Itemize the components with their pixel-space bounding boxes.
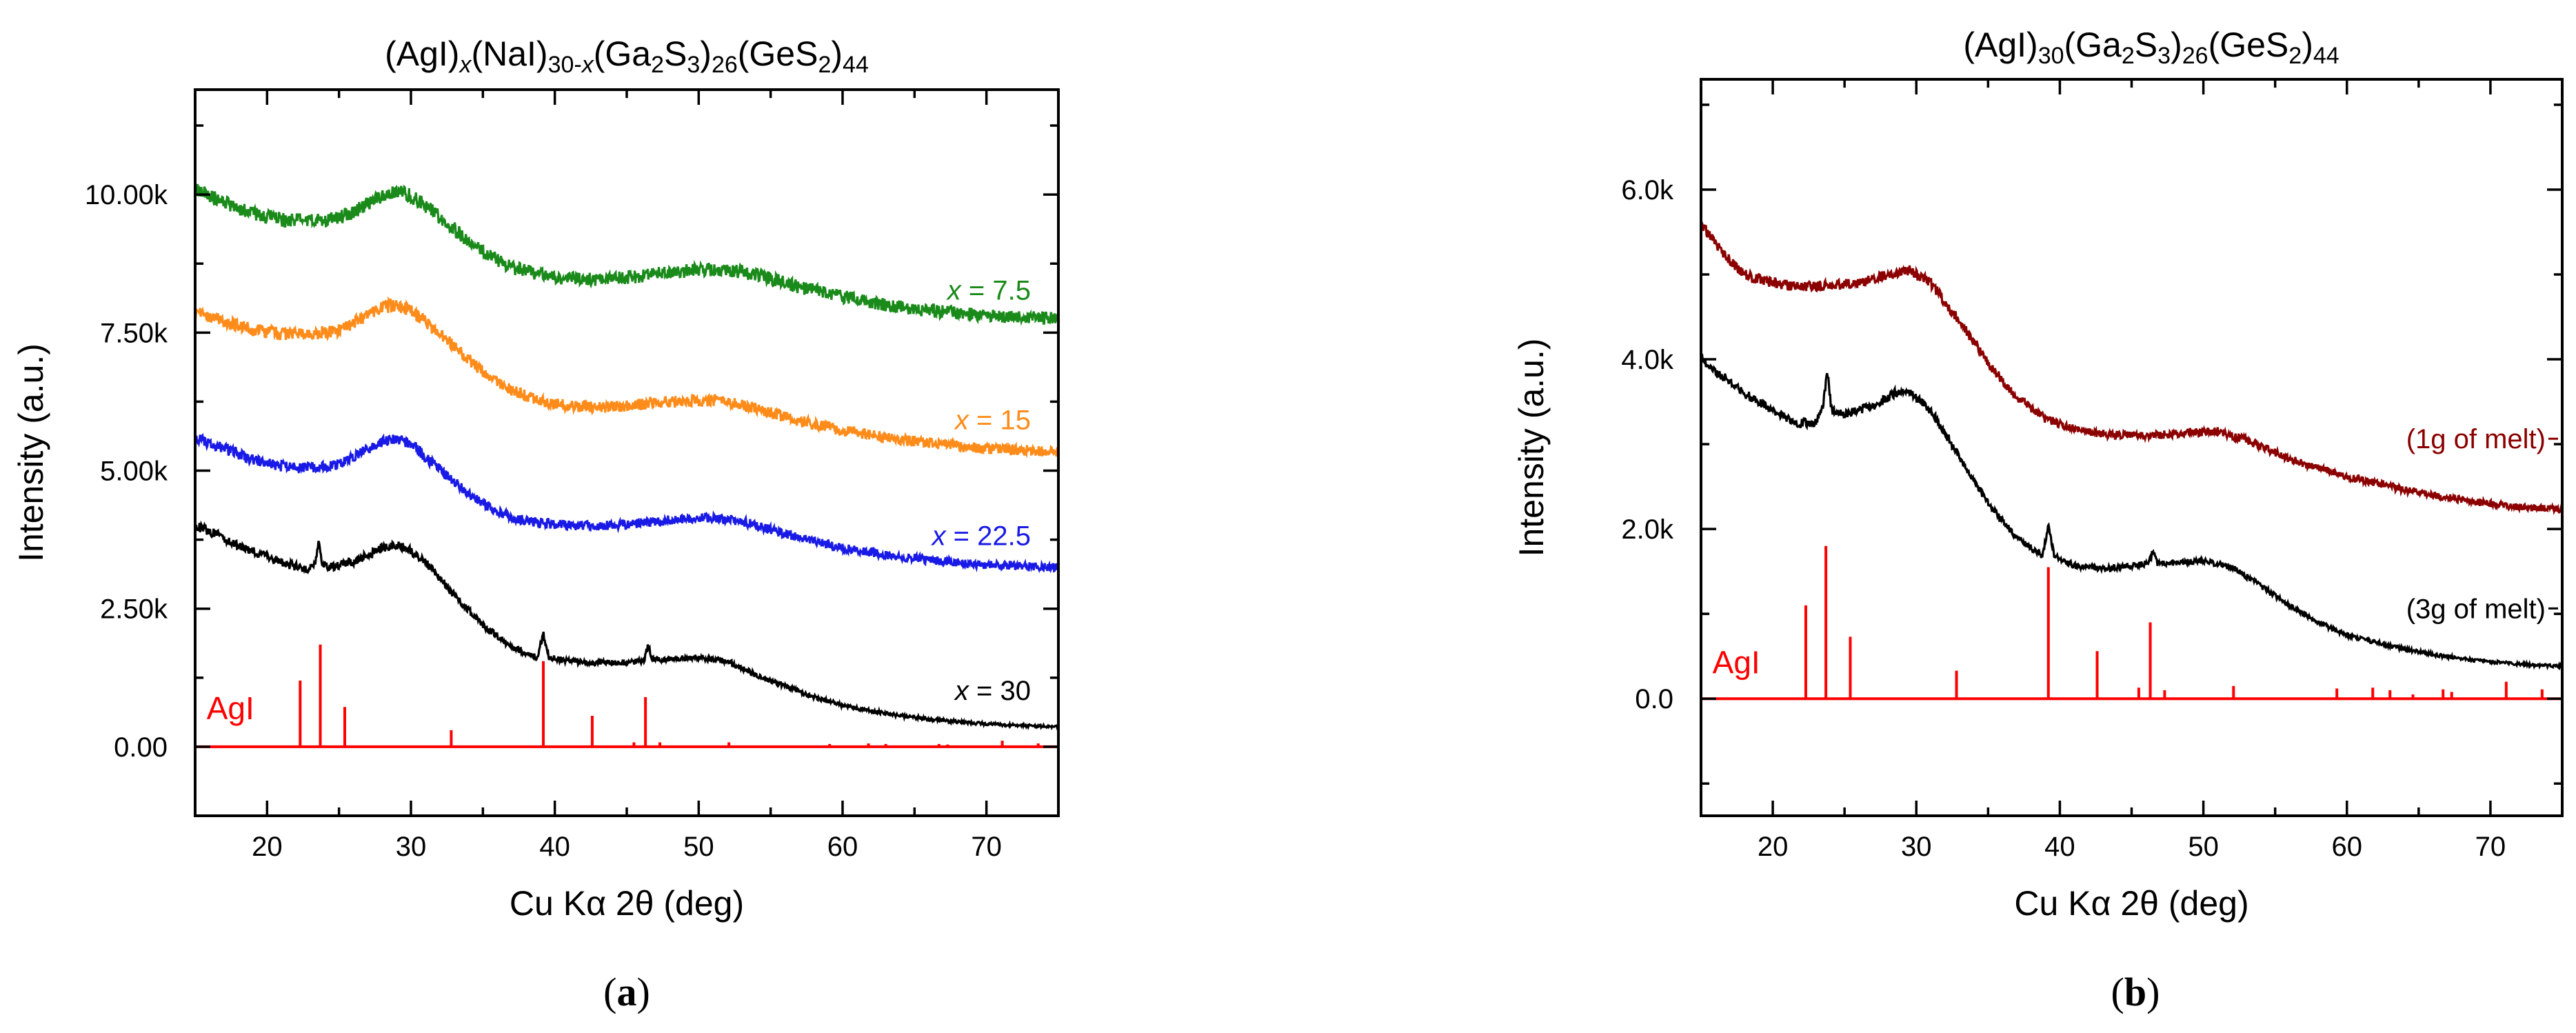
title-subscript: 30 [2038, 43, 2064, 69]
series-label: x = 7.5 [946, 275, 1031, 305]
title-subscript: 3 [2157, 43, 2171, 69]
series-label-value: = 7.5 [961, 275, 1031, 305]
title-subscript: 2 [2288, 43, 2302, 69]
title-part: ) [831, 34, 843, 73]
series-label-value: = 15 [969, 405, 1031, 435]
y-tick-label: 7.50k [100, 318, 168, 348]
title-subscript: 44 [2313, 43, 2339, 69]
chart-title: (AgI)30(Ga2S3)26(GeS2)44 [1963, 26, 2339, 69]
xrd-series-line [1700, 353, 2564, 671]
x-tick-label: 40 [2044, 832, 2075, 862]
y-axis-title: Intensity (a.u.) [1512, 339, 1551, 557]
series-label-value: = 30 [969, 676, 1031, 706]
x-tick-label: 50 [2188, 832, 2219, 862]
xrd-series-line [194, 520, 1060, 731]
series-label-value: = 22.5 [946, 521, 1031, 552]
series-label: (3g of melt) [2406, 594, 2546, 624]
y-tick-label: 0.0 [1635, 684, 1673, 714]
series-label: x = 15 [954, 405, 1031, 435]
panel-label-open: ( [603, 970, 616, 1014]
x-axis-title: Cu Kα 2θ (deg) [510, 884, 744, 923]
panel-label: (b) [2111, 970, 2160, 1014]
series-label-var: x [946, 275, 963, 305]
title-subscript: 3 [687, 52, 700, 78]
y-tick-label: 0.00 [114, 732, 168, 763]
title-part: (Ga [2064, 26, 2122, 64]
title-subscript: 2 [818, 52, 831, 78]
x-tick-label: 60 [827, 832, 858, 862]
xrd-series-line [194, 183, 1060, 326]
title-part: (GeS [738, 34, 818, 73]
panel-label-letter: a [617, 970, 637, 1014]
title-subscript: 26 [712, 52, 738, 78]
agi-reference-label: AgI [207, 690, 254, 726]
chart-title: (AgI)x(NaI)30-x(Ga2S3)26(GeS2)44 [385, 34, 869, 78]
title-subscript: 26 [2182, 43, 2208, 69]
x-tick-label: 20 [252, 832, 283, 862]
panel-label-close: ) [637, 970, 650, 1014]
series-label: (1g of melt) [2406, 424, 2546, 454]
title-part: (NaI) [471, 34, 547, 73]
y-tick-label: 6.0k [1621, 175, 1674, 205]
x-tick-label: 40 [539, 832, 570, 862]
series-label-var: x [931, 521, 947, 552]
title-part: ) [700, 34, 712, 73]
xrd-series-line [194, 432, 1060, 574]
title-part: S [664, 34, 687, 73]
title-part: (GeS [2208, 26, 2289, 64]
title-subscript: x [458, 52, 472, 78]
xrd-series-line [194, 296, 1060, 459]
title-subscript: 44 [843, 52, 869, 78]
y-tick-label: 4.0k [1621, 345, 1674, 375]
title-part: S [2135, 26, 2157, 64]
x-tick-label: 20 [1758, 832, 1789, 862]
y-tick-label: 10.00k [85, 180, 168, 210]
panel-label: (a) [603, 970, 650, 1014]
x-tick-label: 30 [396, 832, 427, 862]
plot-frame [194, 88, 1060, 817]
title-subscript: 30-x [548, 52, 594, 78]
title-subscript: 2 [651, 52, 664, 78]
x-tick-label: 60 [2332, 832, 2363, 862]
title-part: (AgI) [1963, 26, 2037, 64]
y-tick-label: 5.00k [100, 457, 168, 487]
y-tick-label: 2.50k [100, 594, 168, 625]
series-label-var: x [954, 676, 970, 706]
title-part: ) [2302, 26, 2313, 64]
panel-label-open: ( [2111, 970, 2124, 1014]
title-subscript-var: x [581, 52, 594, 78]
series-label-var: x [954, 405, 970, 435]
xrd-series-line [1700, 221, 2564, 516]
y-tick-label: 2.0k [1621, 514, 1674, 545]
title-part: ) [2171, 26, 2182, 64]
panel-label-close: ) [2146, 970, 2160, 1014]
series-label: x = 30 [954, 676, 1031, 706]
title-part: (Ga [594, 34, 652, 73]
x-tick-label: 70 [2475, 832, 2506, 862]
x-tick-label: 50 [683, 832, 714, 862]
x-tick-label: 30 [1901, 832, 1932, 862]
series-label: x = 22.5 [931, 521, 1031, 552]
panel-b: AgI (1g of melt) (3g of melt) 20 30 40 50 60 70 0… [1512, 26, 2564, 1014]
y-axis-title: Intensity (a.u.) [12, 343, 50, 562]
title-subscript: 2 [2122, 43, 2135, 69]
title-part: (AgI) [385, 34, 459, 73]
x-axis-title: Cu Kα 2θ (deg) [2014, 884, 2248, 923]
x-tick-label: 70 [971, 832, 1002, 862]
agi-reference-label: AgI [1713, 644, 1760, 680]
panel-label-letter: b [2124, 970, 2146, 1014]
